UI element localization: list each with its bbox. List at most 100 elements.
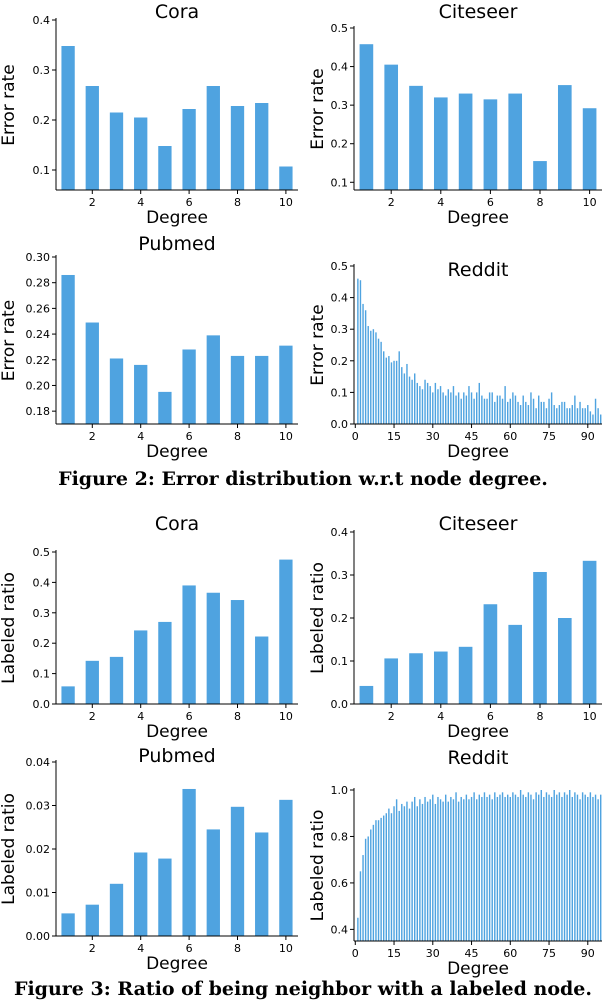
reddit-labeled-bar [522, 794, 524, 941]
reddit-error-bar [581, 408, 584, 424]
chart-cora-error: 0.1 0.2 0.3 0.4 2 4 6 8 10 Cora Degree Error rate [0, 1, 298, 228]
pubmed-error-xlabel: Degree [146, 442, 208, 462]
reddit-labeled-bar [496, 796, 499, 941]
reddit-labeled-bar [388, 808, 390, 941]
reddit-error-bar [411, 379, 413, 424]
pubmed-error-bar [109, 358, 124, 424]
reddit-labeled-bar [450, 796, 452, 941]
reddit-error-bar [478, 382, 480, 424]
reddit-error-bar [509, 398, 511, 424]
reddit-labeled-bar [460, 796, 462, 941]
citeseer-labeled-x-tick-label: 2 [388, 710, 395, 723]
chart-citeseer-error: 0.1 0.2 0.3 0.4 0.5 2 4 6 8 10 Citeseer Degree Error… [308, 1, 602, 228]
reddit-labeled-bar [367, 836, 369, 941]
reddit-labeled-bar [525, 796, 527, 941]
reddit-labeled-bar [481, 796, 483, 941]
reddit-error-bar [535, 408, 537, 424]
reddit-labeled-bar [437, 796, 439, 941]
cora-labeled-bar [85, 660, 99, 704]
reddit-labeled-bar [442, 801, 444, 941]
reddit-labeled-y-tick-label: 0.6 [331, 877, 349, 890]
pubmed-labeled-bar [85, 904, 99, 936]
pubmed-labeled-y-tick-label: 0.02 [26, 843, 51, 856]
reddit-labeled-bar [403, 806, 406, 941]
reddit-labeled-bar [501, 792, 504, 941]
cora-error-bar [255, 103, 269, 190]
reddit-error-bar [414, 373, 416, 424]
pubmed-error-bar [158, 391, 172, 424]
cora-labeled-bar [255, 636, 269, 704]
reddit-labeled-y-tick-label: 1.0 [331, 784, 349, 797]
reddit-labeled-bar [377, 820, 380, 941]
cora-error-bar [279, 166, 293, 190]
citeseer-error-x-tick-label: 6 [487, 196, 494, 209]
pubmed-labeled-bar [279, 799, 293, 936]
reddit-labeled-bar [550, 796, 553, 941]
citeseer-labeled-y-tick-label: 0.2 [331, 612, 349, 625]
reddit-error-bar [372, 329, 375, 424]
reddit-error-bar [494, 401, 496, 424]
citeseer-error-xlabel: Degree [447, 208, 509, 228]
pubmed-labeled-y-tick-label: 0.01 [26, 887, 51, 900]
reddit-labeled-bar [457, 801, 460, 941]
reddit-error-bar [460, 398, 462, 424]
chart-reddit-error: 0.0 0.1 0.2 0.3 0.4 0.5 0 15 30 45 60 75 90 Reddit Deg… [308, 259, 602, 462]
reddit-error-bar [566, 408, 568, 424]
reddit-error-bar [429, 386, 431, 424]
pubmed-labeled-y-tick-label: 0.04 [26, 756, 51, 769]
pubmed-labeled-y-tick-label: 0.03 [26, 800, 51, 813]
reddit-error-bar [408, 376, 411, 424]
cora-error-x-tick-label: 8 [234, 196, 241, 209]
cora-error-bar [134, 117, 148, 190]
pubmed-labeled-bar [61, 913, 75, 936]
citeseer-labeled-bar [557, 618, 572, 704]
reddit-labeled-bar [357, 917, 359, 941]
reddit-labeled-bar [465, 794, 468, 941]
reddit-labeled-bar [558, 792, 561, 941]
reddit-labeled-bar [553, 790, 555, 941]
cora-error-y-tick-label: 0.3 [33, 64, 51, 77]
reddit-labeled-bar [385, 813, 387, 941]
reddit-error-x-tick-label: 90 [581, 430, 595, 443]
citeseer-labeled-bar [384, 658, 399, 704]
reddit-error-bar [553, 405, 555, 424]
reddit-error-bar [473, 398, 475, 424]
cora-error-y-tick-label: 0.2 [33, 114, 51, 127]
reddit-error-bar [375, 332, 377, 424]
citeseer-labeled-x-tick-label: 6 [487, 710, 494, 723]
reddit-labeled-bar [468, 799, 470, 941]
citeseer-labeled-y-tick-label: 0.3 [331, 569, 349, 582]
reddit-error-bar [470, 392, 473, 424]
citeseer-labeled-bar [409, 653, 423, 704]
reddit-error-bar [488, 392, 491, 424]
reddit-labeled-bar [556, 794, 558, 941]
pubmed-error-x-tick-label: 4 [137, 430, 144, 443]
reddit-labeled-y-tick-label: 0.8 [331, 830, 349, 843]
reddit-labeled-bar [494, 792, 496, 941]
reddit-error-bar [507, 401, 509, 424]
reddit-error-bar [548, 398, 550, 424]
reddit-error-bar [426, 382, 429, 424]
pubmed-error-bar [206, 335, 220, 424]
reddit-labeled-bar [372, 824, 375, 941]
reddit-error-bar [525, 401, 527, 424]
reddit-labeled-bar [488, 794, 491, 941]
pubmed-error-x-tick-label: 10 [279, 430, 293, 443]
citeseer-labeled-x-tick-label: 8 [537, 710, 544, 723]
reddit-error-bar [532, 398, 535, 424]
reddit-labeled-bar [452, 799, 455, 941]
reddit-labeled-bar [507, 794, 509, 941]
pubmed-error-y-tick-label: 0.26 [26, 302, 51, 315]
reddit-error-bar [465, 395, 468, 424]
reddit-labeled-bar [512, 792, 514, 941]
pubmed-error-bar [255, 355, 269, 424]
reddit-error-bar [362, 303, 364, 424]
reddit-labeled-bar [421, 803, 424, 941]
cora-labeled-bar [230, 600, 245, 704]
reddit-error-bar [504, 386, 506, 424]
cora-labeled-x-tick-label: 8 [234, 710, 241, 723]
citeseer-error-y-tick-label: 0.4 [331, 61, 349, 74]
cora-labeled-ylabel: Labeled ratio [0, 572, 19, 684]
reddit-labeled-bar [587, 796, 589, 941]
